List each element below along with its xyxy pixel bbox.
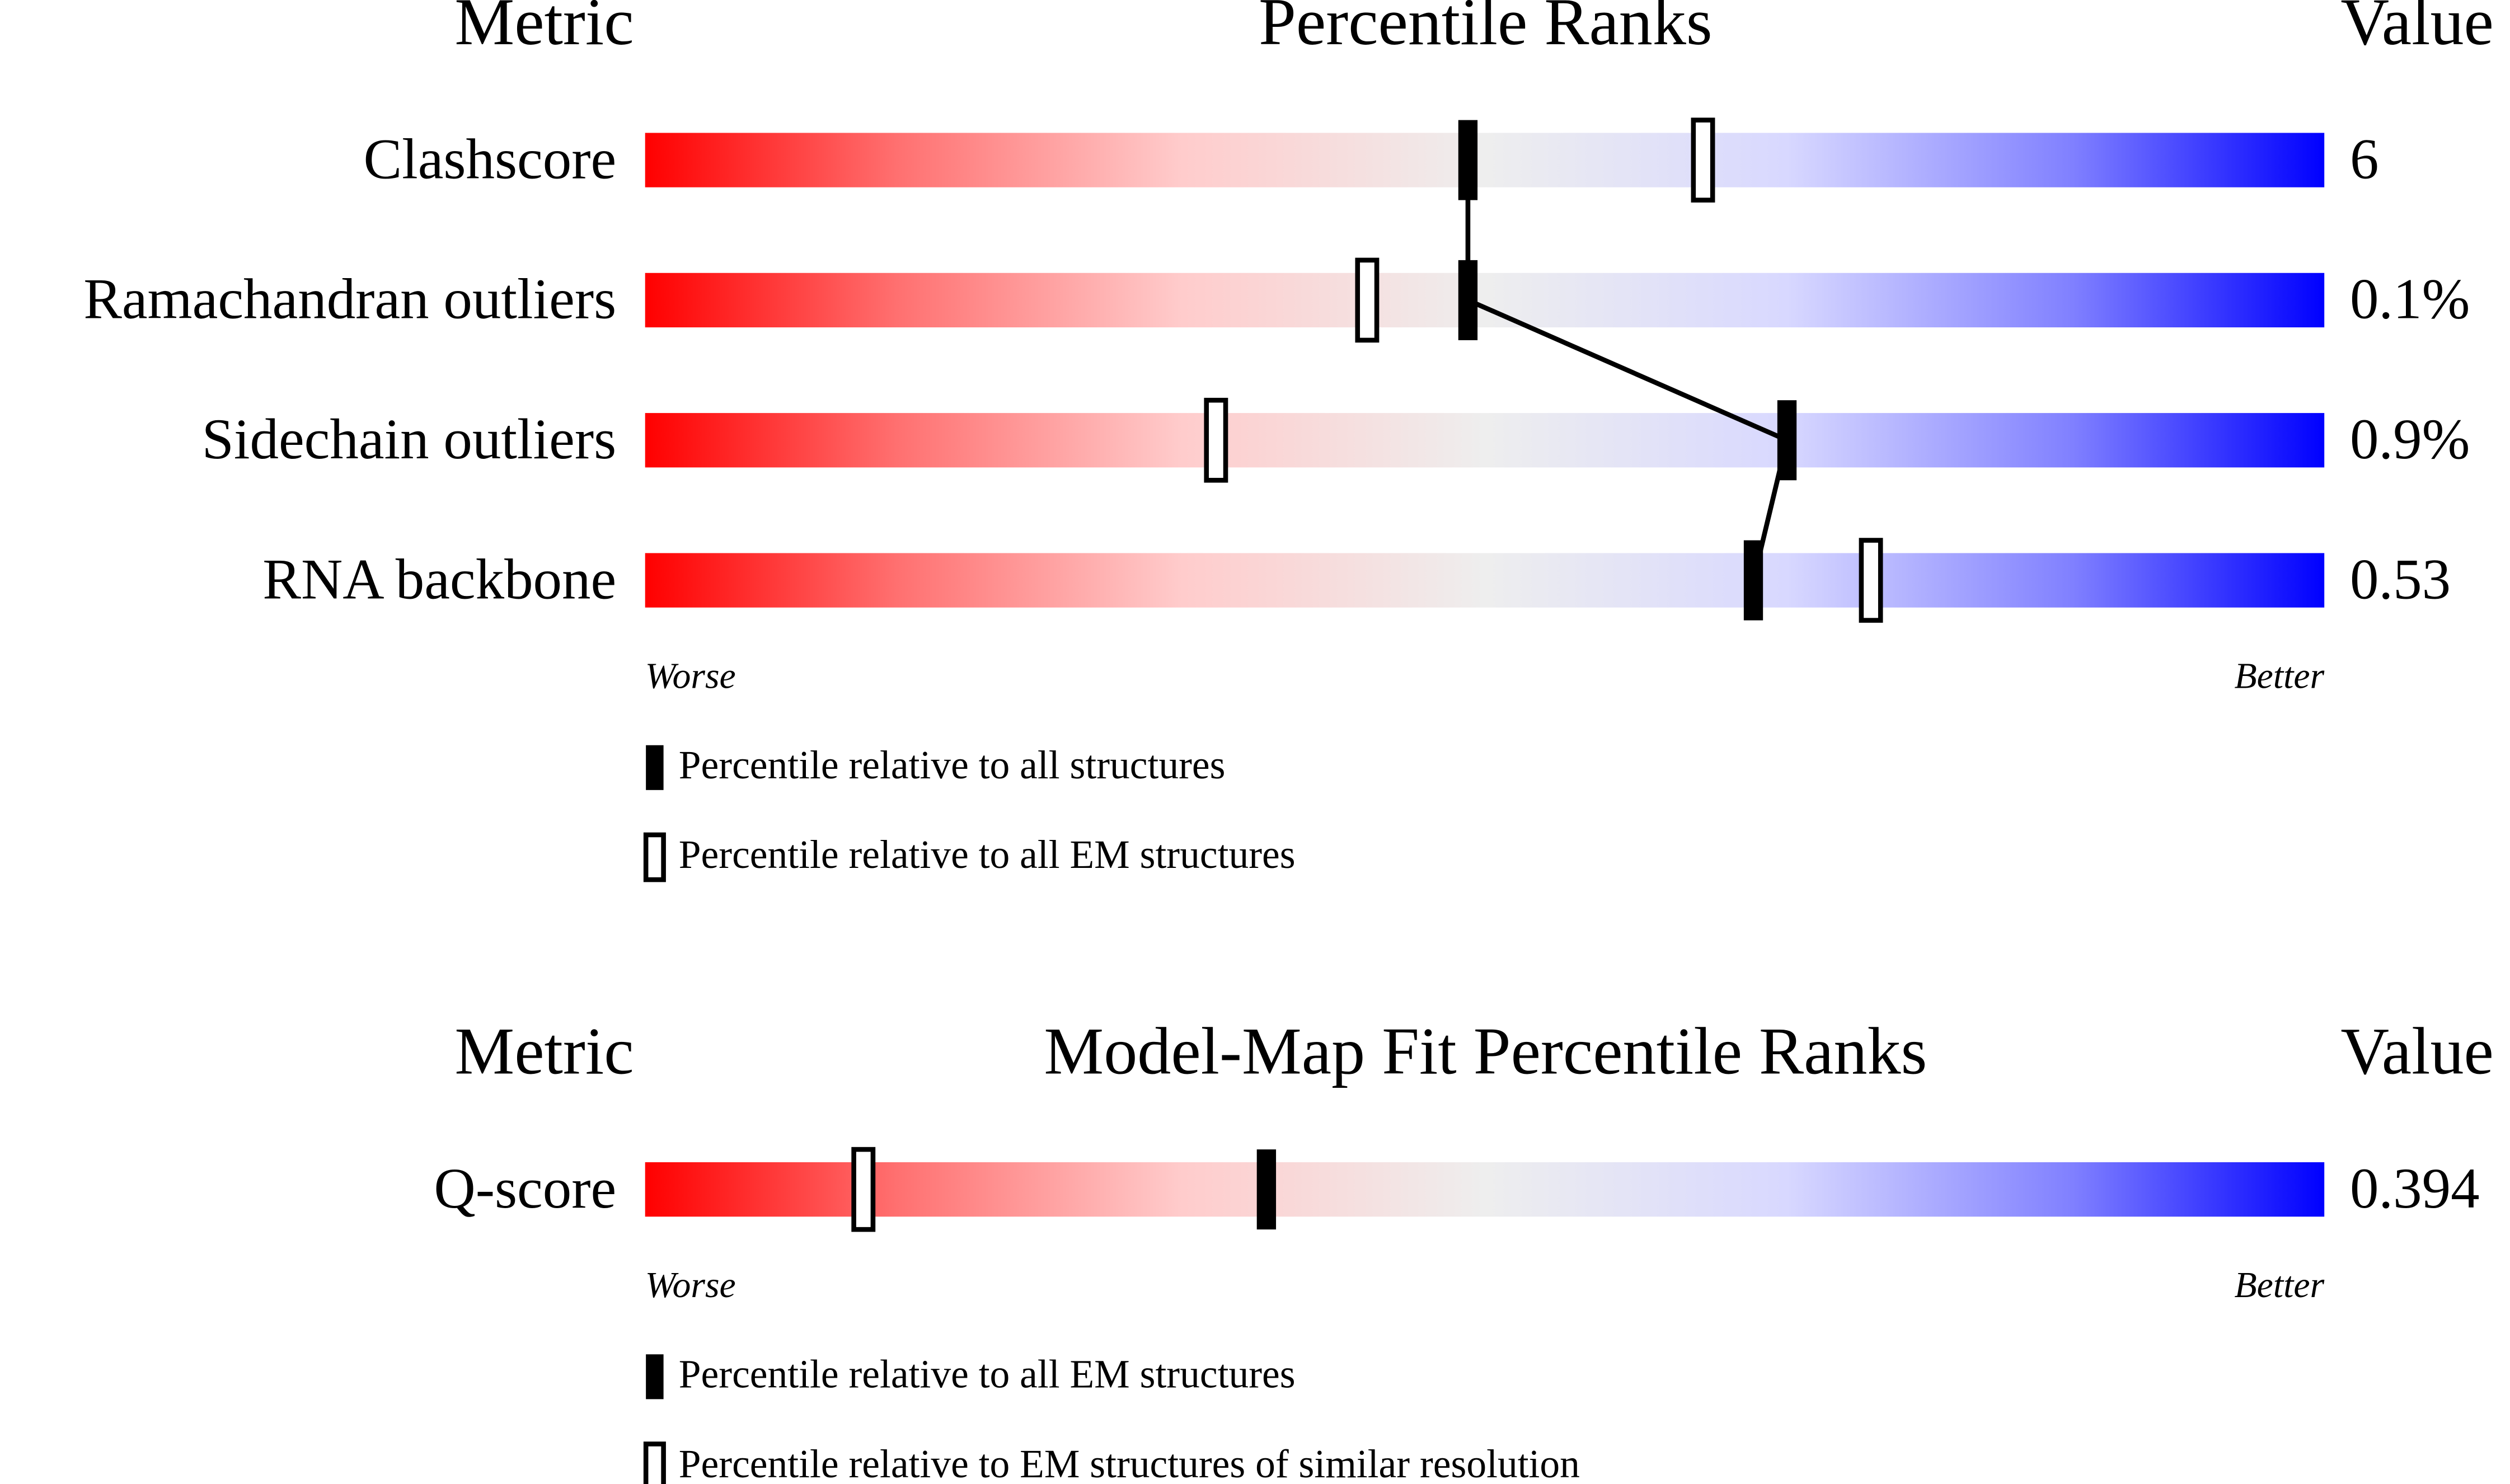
- percentile-marker: [1743, 540, 1763, 621]
- legend-label: Percentile relative to EM structures of …: [679, 1442, 1580, 1484]
- legend-marker: [646, 745, 664, 790]
- worse-label: Worse: [645, 1265, 736, 1305]
- value-header: Value: [2340, 0, 2493, 59]
- percentile-bar: [645, 413, 2325, 468]
- percentile-marker: [1256, 1149, 1277, 1230]
- value-header: Value: [2340, 1014, 2493, 1088]
- connector-line: [1465, 160, 1790, 581]
- legend-marker: [646, 1354, 664, 1400]
- percentile-bar: [645, 553, 2325, 608]
- percentile-bar: [645, 1162, 2325, 1217]
- worse-label: Worse: [645, 656, 736, 697]
- metric-value: 0.394: [2350, 1157, 2480, 1220]
- percentile-bar: [645, 273, 2325, 328]
- percentile-marker: [1691, 118, 1715, 203]
- metric-label: Sidechain outliers: [202, 407, 617, 471]
- percentile-marker: [1859, 538, 1883, 623]
- legend-marker: [643, 1441, 666, 1484]
- legend-label: Percentile relative to all EM structures: [679, 833, 1296, 877]
- metric-value: 0.1%: [2350, 267, 2470, 331]
- better-label: Better: [2234, 1265, 2324, 1305]
- legend-marker: [643, 832, 666, 882]
- legend-label: Percentile relative to all EM structures: [679, 1352, 1296, 1397]
- chart-title: Percentile Ranks: [1259, 0, 1713, 59]
- legend-label: Percentile relative to all structures: [679, 743, 1226, 787]
- chart-title: Model-Map Fit Percentile Ranks: [1044, 1014, 1927, 1088]
- percentile-bar: [645, 133, 2325, 187]
- metric-header: Metric: [454, 1014, 634, 1088]
- metric-label: Ramachandran outliers: [83, 267, 616, 331]
- percentile-marker: [1458, 260, 1478, 340]
- metric-label: RNA backbone: [262, 547, 616, 611]
- percentile-marker: [1777, 400, 1797, 481]
- metric-header: Metric: [454, 0, 634, 59]
- metric-value: 0.53: [2350, 547, 2451, 611]
- percentile-marker: [1204, 397, 1228, 483]
- metric-label: Clashscore: [363, 127, 616, 191]
- percentile-marker: [1355, 257, 1380, 343]
- metric-value: 0.9%: [2350, 407, 2470, 471]
- percentile-marker: [1458, 120, 1478, 200]
- metric-value: 6: [2350, 127, 2378, 191]
- metric-label: Q-score: [434, 1157, 616, 1220]
- percentile-marker: [851, 1147, 876, 1232]
- better-label: Better: [2234, 656, 2324, 697]
